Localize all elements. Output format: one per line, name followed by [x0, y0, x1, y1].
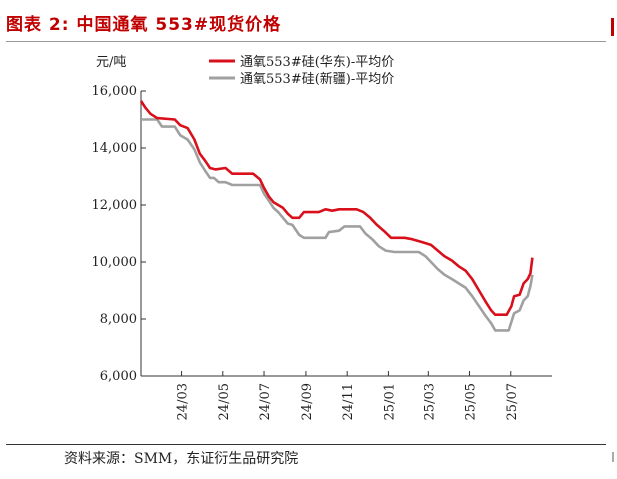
chart-axes [140, 91, 552, 377]
y-tick-label: 6,000 [100, 369, 137, 384]
x-ticks: 24/03 24/05 24/07 24/09 24/11 25/01 25/03 25/05… [176, 371, 520, 420]
x-tick-label: 24/09 [300, 383, 315, 420]
y-tick-label: 14,000 [92, 141, 138, 156]
x-tick-label: 25/07 [505, 383, 520, 420]
series-line-1 [139, 100, 534, 317]
series-line-2 [141, 118, 534, 332]
y-tick-label: 8,000 [100, 312, 137, 327]
figure-title: 图表 2: 中国通氧 553#现货价格 [6, 15, 282, 35]
x-tick-label: 25/03 [422, 383, 437, 420]
y-tick-label: 12,000 [92, 198, 138, 213]
title-divider [6, 41, 606, 42]
y-tick-label: 16,000 [92, 84, 138, 99]
y-tick-label: 10,000 [92, 255, 138, 270]
x-tick-label: 24/07 [258, 383, 273, 420]
y-ticks: 6,000 8,000 10,000 12,000 14,000 16,000 [92, 84, 146, 384]
source-divider [6, 444, 606, 445]
y-unit-label: 元/吨 [96, 55, 126, 70]
x-tick-label: 24/11 [341, 383, 356, 420]
page-edge-mark [611, 18, 614, 36]
page-edge-mark-bottom [612, 452, 614, 462]
x-tick-label: 25/05 [464, 383, 479, 420]
legend-label: 通氧553#硅(华东)-平均价 [240, 55, 394, 70]
source-note: 资料来源：SMM，东证衍生品研究院 [64, 451, 299, 467]
series-layer [139, 100, 534, 332]
legend-label: 通氧553#硅(新疆)-平均价 [240, 71, 394, 87]
x-tick-label: 24/03 [176, 383, 191, 420]
x-tick-label: 25/01 [382, 383, 397, 420]
x-tick-label: 24/05 [217, 383, 232, 420]
